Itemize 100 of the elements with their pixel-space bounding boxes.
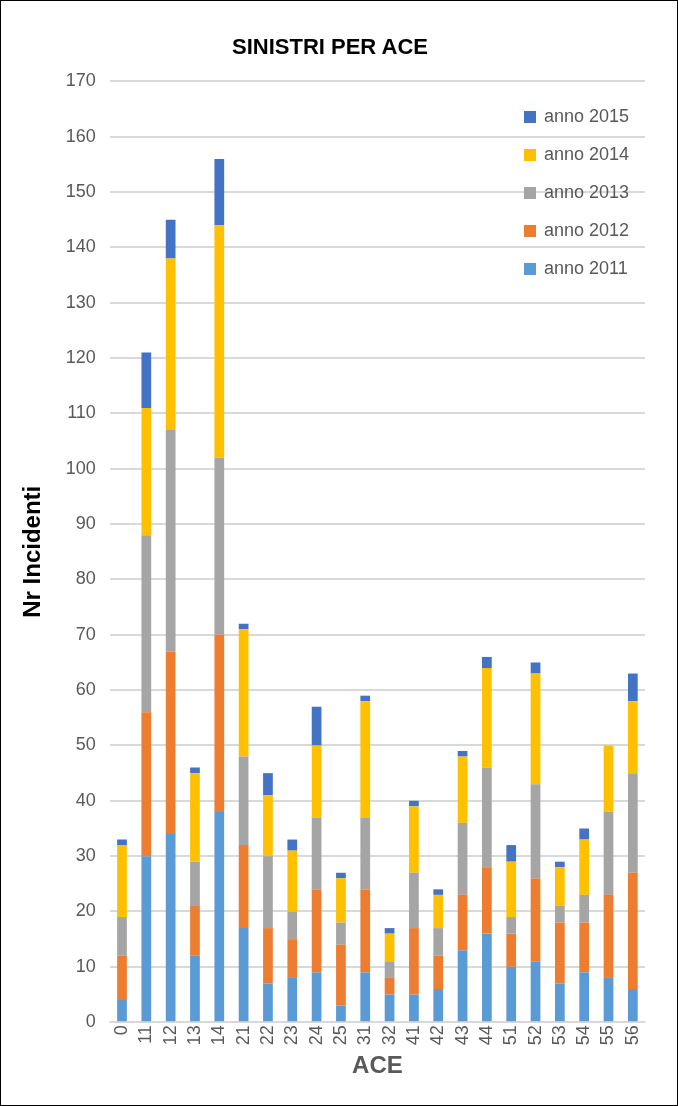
bar bbox=[117, 1000, 127, 1022]
bar bbox=[384, 977, 395, 995]
bar bbox=[263, 983, 273, 1022]
x-tick-label: 53 bbox=[548, 1025, 569, 1046]
bar bbox=[287, 839, 298, 851]
bar bbox=[579, 922, 590, 973]
bar bbox=[263, 795, 273, 857]
bar bbox=[238, 845, 249, 929]
x-tick-label: 13 bbox=[183, 1025, 204, 1046]
bar bbox=[433, 988, 444, 1022]
bar bbox=[530, 662, 541, 674]
y-tick-label: 60 bbox=[75, 679, 96, 700]
bar bbox=[433, 894, 444, 929]
bar bbox=[214, 634, 225, 812]
y-tick-label: 80 bbox=[75, 568, 96, 589]
bar bbox=[287, 911, 298, 940]
x-tick-label: 44 bbox=[475, 1025, 496, 1046]
x-tick-label: 32 bbox=[378, 1025, 399, 1046]
bar bbox=[579, 972, 590, 1022]
x-tick-label: 43 bbox=[451, 1025, 472, 1046]
bar bbox=[627, 773, 638, 873]
y-tick-label: 110 bbox=[67, 402, 96, 423]
x-tick-label: 21 bbox=[232, 1025, 253, 1046]
bar bbox=[360, 972, 371, 1022]
bar bbox=[482, 933, 492, 1022]
x-tick-label: 11 bbox=[135, 1025, 156, 1044]
bar bbox=[287, 850, 298, 912]
bar bbox=[482, 767, 492, 868]
y-tick-label: 150 bbox=[65, 181, 96, 202]
x-tick-label: 31 bbox=[354, 1025, 375, 1046]
bar bbox=[141, 352, 152, 408]
x-tick-label: 54 bbox=[573, 1025, 594, 1046]
bar bbox=[627, 701, 638, 774]
bar bbox=[336, 878, 346, 923]
y-tick-label: 40 bbox=[75, 789, 96, 810]
x-tick-label: 56 bbox=[621, 1025, 642, 1046]
bar bbox=[214, 158, 225, 226]
bar bbox=[336, 944, 346, 1006]
bar bbox=[433, 955, 444, 989]
bar bbox=[214, 457, 225, 635]
bar bbox=[165, 651, 176, 835]
bar bbox=[409, 872, 419, 929]
bar bbox=[141, 856, 152, 1022]
bar bbox=[117, 917, 127, 956]
bar bbox=[555, 983, 565, 1022]
bar bbox=[506, 933, 517, 967]
bar bbox=[311, 817, 322, 890]
bar bbox=[409, 928, 419, 995]
x-tick-label: 23 bbox=[281, 1025, 302, 1046]
bar bbox=[360, 701, 371, 818]
y-tick-label: 50 bbox=[75, 734, 96, 755]
bar bbox=[311, 889, 322, 973]
bar bbox=[165, 219, 176, 259]
bar bbox=[457, 894, 468, 951]
bar bbox=[311, 706, 322, 746]
bar bbox=[457, 751, 468, 757]
legend-label: anno 2012 bbox=[543, 220, 629, 241]
x-tick-label: 25 bbox=[329, 1025, 350, 1046]
legend-label: anno 2013 bbox=[543, 182, 629, 203]
x-tick-label: 51 bbox=[500, 1025, 521, 1046]
bar bbox=[409, 800, 419, 807]
x-tick-label: 14 bbox=[208, 1025, 229, 1046]
bar bbox=[384, 933, 395, 962]
legend-label: anno 2015 bbox=[543, 106, 629, 127]
bar bbox=[384, 961, 395, 978]
bar bbox=[141, 712, 152, 857]
y-tick-label: 140 bbox=[65, 236, 96, 257]
bar bbox=[214, 225, 225, 458]
bar bbox=[238, 629, 249, 757]
bar bbox=[238, 928, 249, 1022]
x-tick-label: 55 bbox=[597, 1025, 618, 1046]
bar bbox=[336, 1005, 346, 1022]
bar bbox=[482, 668, 492, 768]
bar bbox=[579, 828, 590, 840]
bar bbox=[457, 756, 468, 823]
x-tick-label: 0 bbox=[110, 1025, 131, 1036]
y-tick-label: 20 bbox=[75, 900, 96, 921]
bar bbox=[214, 811, 225, 1022]
bar bbox=[190, 861, 200, 906]
x-axis-title: ACE bbox=[352, 1051, 403, 1079]
bar bbox=[287, 939, 298, 978]
x-tick-label: 41 bbox=[402, 1025, 423, 1046]
bar bbox=[457, 822, 468, 895]
bar bbox=[530, 878, 541, 962]
bar bbox=[263, 928, 273, 984]
bar bbox=[190, 767, 200, 774]
bar bbox=[433, 928, 444, 956]
bar bbox=[238, 756, 249, 846]
bar bbox=[506, 861, 517, 918]
bar bbox=[263, 856, 273, 929]
x-tick-label: 22 bbox=[256, 1025, 277, 1046]
y-tick-label: 130 bbox=[65, 291, 96, 312]
bar bbox=[555, 905, 565, 923]
y-tick-label: 30 bbox=[75, 845, 96, 866]
bar bbox=[579, 894, 590, 923]
y-tick-label: 10 bbox=[75, 955, 96, 976]
legend-label: anno 2014 bbox=[543, 144, 629, 165]
bar bbox=[433, 889, 444, 895]
bar bbox=[190, 955, 200, 1022]
x-tick-label: 24 bbox=[305, 1025, 326, 1046]
